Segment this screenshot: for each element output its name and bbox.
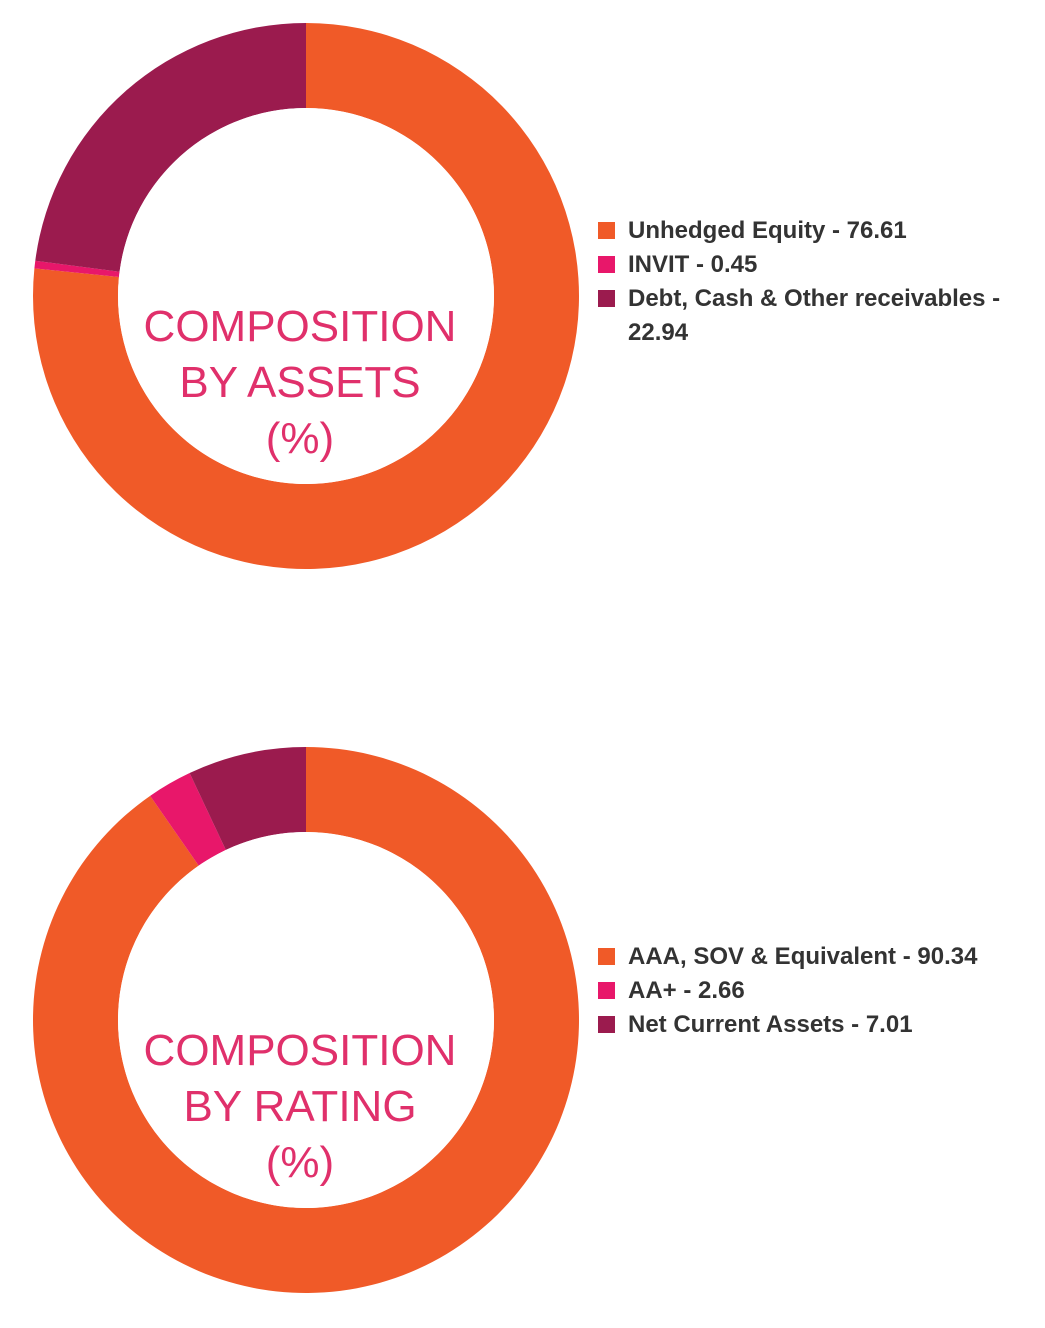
- slice-aaa-sov: [32, 747, 579, 1293]
- rating-chart-title-line-3: (%): [265, 1138, 335, 1187]
- legend-label-aa-plus: AA+ - 2.66: [628, 977, 745, 1004]
- assets-legend: Unhedged Equity - 76.61 INVIT - 0.45 Deb…: [598, 214, 1038, 350]
- legend-item-aaa-sov: AAA, SOV & Equivalent - 90.34: [598, 940, 1038, 974]
- legend-swatch-net-current-assets: [598, 1016, 615, 1033]
- assets-donut-chart: [32, 22, 579, 569]
- legend-item-unhedged-equity: Unhedged Equity - 76.61: [598, 214, 1038, 248]
- donut-hole: [118, 108, 494, 484]
- legend-swatch-unhedged-equity: [598, 222, 615, 239]
- donut-hole: [118, 832, 494, 1208]
- legend-swatch-aa-plus: [598, 982, 615, 999]
- assets-chart: COMPOSITION BY ASSETS (%) Unhedged Equit…: [0, 16, 1045, 576]
- legend-label-invit: INVIT - 0.45: [628, 251, 758, 278]
- legend-item-aa-plus: AA+ - 2.66: [598, 974, 1038, 1008]
- slice-invit: [34, 260, 120, 278]
- rating-chart: COMPOSITION BY RATING (%) AAA, SOV & Equ…: [0, 740, 1045, 1300]
- assets-chart-title: COMPOSITION BY ASSETS (%): [120, 299, 480, 467]
- assets-chart-title-line-3: (%): [265, 414, 335, 463]
- assets-chart-title-line-2: BY ASSETS: [179, 358, 421, 407]
- legend-swatch-aaa-sov: [598, 948, 615, 965]
- rating-legend: AAA, SOV & Equivalent - 90.34 AA+ - 2.66…: [598, 940, 1038, 1042]
- rating-chart-title-line-2: BY RATING: [183, 1082, 417, 1131]
- slice-aa-plus: [150, 773, 226, 866]
- slice-debt-cash-other: [35, 22, 307, 272]
- assets-chart-title-line-1: COMPOSITION: [143, 302, 457, 351]
- legend-swatch-debt-cash-other: [598, 290, 615, 307]
- legend-item-debt-cash-other: Debt, Cash & Other receivables - 22.94: [598, 282, 1038, 350]
- legend-label-unhedged-equity: Unhedged Equity - 76.61: [628, 217, 907, 244]
- legend-item-invit: INVIT - 0.45: [598, 248, 1038, 282]
- legend-label-debt-cash-other: Debt, Cash & Other receivables - 22.94: [628, 285, 1001, 346]
- legend-label-aaa-sov: AAA, SOV & Equivalent - 90.34: [628, 943, 978, 970]
- slice-net-current-assets: [189, 747, 306, 850]
- legend-label-net-current-assets: Net Current Assets - 7.01: [628, 1011, 913, 1038]
- rating-chart-title-line-1: COMPOSITION: [143, 1026, 457, 1075]
- rating-chart-title: COMPOSITION BY RATING (%): [120, 1023, 480, 1191]
- legend-item-net-current-assets: Net Current Assets - 7.01: [598, 1008, 1038, 1042]
- rating-donut-chart: [32, 747, 579, 1293]
- slice-unhedged-equity: [32, 23, 579, 569]
- legend-swatch-invit: [598, 256, 615, 273]
